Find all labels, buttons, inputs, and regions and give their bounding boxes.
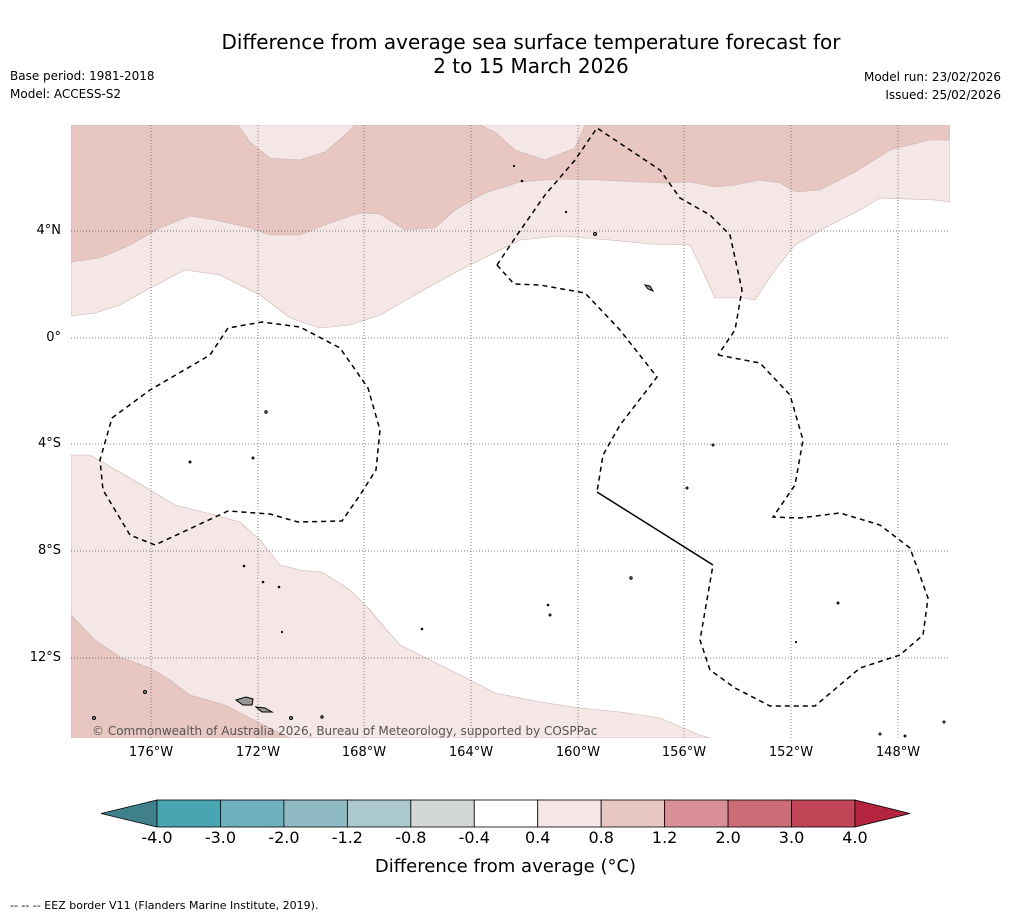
island-dot (277, 585, 281, 589)
colorbar-swatch (664, 799, 729, 828)
lon-label-168w: 168°W (341, 745, 387, 760)
colorbar-tick-label: 0.8 (588, 828, 614, 847)
island-dot (251, 456, 255, 460)
colorbar-tick-label: -1.2 (331, 828, 363, 847)
sst-band-south-light (71, 454, 711, 738)
colorbar-tick-label: 3.0 (778, 828, 805, 847)
island-dot (280, 630, 284, 634)
island-dot (878, 732, 882, 736)
lat-label-4n: 4°N (36, 223, 62, 238)
colorbar-swatch (346, 799, 412, 828)
lon-label-152w: 152°W (768, 745, 814, 760)
island-dot (836, 601, 840, 605)
model-run: Model run: 23/02/2026 (863, 70, 1001, 84)
lat-label-8s: 8°S (37, 543, 61, 558)
island-dot (512, 164, 516, 168)
lon-label-148w: 148°W (875, 745, 921, 760)
colorbar-swatch (220, 799, 285, 828)
island-kiritimati (643, 284, 655, 293)
island-dot (711, 443, 715, 447)
lat-label-0: 0° (46, 330, 61, 345)
eez-solid-segment (596, 491, 714, 566)
eez-borders (99, 126, 929, 707)
eez-tokelau (99, 321, 381, 546)
colorbar-extend-low (100, 799, 158, 828)
meta-right: Model run: 23/02/2026 Issued: 25/02/2026 (864, 68, 1001, 104)
island-dot (143, 690, 147, 694)
title-line-1: Difference from average sea surface temp… (221, 30, 841, 54)
island-dot (289, 716, 293, 720)
island-dot (520, 179, 524, 183)
map-title: Difference from average sea surface temp… (0, 30, 1011, 78)
colorbar-tick-label: -3.0 (204, 828, 237, 847)
lon-label-156w: 156°W (661, 745, 707, 760)
colorbar-swatch (410, 799, 475, 828)
sst-band-south-medium (71, 614, 291, 738)
island-dot (564, 210, 568, 214)
island-dot (546, 603, 550, 607)
island-dot (903, 734, 907, 738)
colorbar-swatch (600, 799, 666, 828)
colorbar-swatch (727, 799, 792, 828)
graticule (71, 125, 950, 738)
meta-left: Base period: 1981-2018 Model: ACCESS-S2 (10, 67, 155, 103)
sst-band-north-medium (71, 125, 950, 263)
title-line-2: 2 to 15 March 2026 (433, 54, 629, 78)
colorbar-tick-label: -0.8 (395, 828, 427, 847)
eez-cook-islands (699, 354, 929, 707)
lon-label-160w: 160°W (555, 745, 601, 760)
island-dot (794, 640, 798, 644)
colorbar-swatch (156, 799, 221, 828)
colorbar-swatch (537, 799, 602, 828)
colorbar-tick-label: -4.0 (141, 828, 173, 847)
copyright-notice: © Commonwealth of Australia 2026, Bureau… (92, 724, 598, 738)
island-dot (420, 627, 424, 631)
island-dot (264, 410, 268, 414)
island-dot (548, 613, 552, 617)
island-dot (261, 580, 265, 584)
island-dot (242, 564, 246, 568)
island-savaii (234, 696, 254, 706)
lat-label-4s: 4°S (37, 436, 61, 451)
map-area (71, 125, 950, 738)
island-dot (942, 720, 946, 724)
colorbar-tick-label: -0.4 (458, 828, 490, 847)
colorbar (100, 799, 911, 828)
lon-label-172w: 172°W (235, 745, 281, 760)
eez-footnote: -- -- -- EEZ border V11 (Flanders Marine… (10, 899, 319, 912)
island-dot (593, 232, 597, 236)
lat-label-12s: 12°S (29, 650, 61, 665)
colorbar-tick-label: -2.0 (268, 828, 300, 847)
colorbar-tick-label: 0.4 (524, 828, 551, 847)
colorbar-tick-label: 4.0 (842, 828, 868, 847)
lon-label-176w: 176°W (128, 745, 174, 760)
colorbar-swatch (791, 799, 856, 828)
island-dot (629, 576, 633, 580)
island-dot (320, 715, 324, 719)
model-name: Model: ACCESS-S2 (10, 87, 122, 101)
eez-kiribati-south (496, 264, 658, 493)
colorbar-tick-label: 2.0 (715, 828, 741, 847)
island-upolu (254, 706, 274, 713)
island-dot (685, 486, 689, 490)
lon-label-164w: 164°W (448, 745, 494, 760)
colorbar-swatch (283, 799, 348, 828)
colorbar-title: Difference from average (°C) (374, 856, 637, 877)
colorbar-tick-label: 1.2 (651, 828, 678, 847)
colorbar-extend-high (854, 799, 911, 828)
island-dot (188, 460, 192, 464)
colorbar-swatch (473, 799, 539, 828)
islands (92, 164, 946, 738)
base-period: Base period: 1981-2018 (10, 69, 155, 83)
island-dot (92, 716, 96, 720)
eez-kiribati-line (496, 126, 743, 356)
issued-date: Issued: 25/02/2026 (885, 88, 1001, 102)
